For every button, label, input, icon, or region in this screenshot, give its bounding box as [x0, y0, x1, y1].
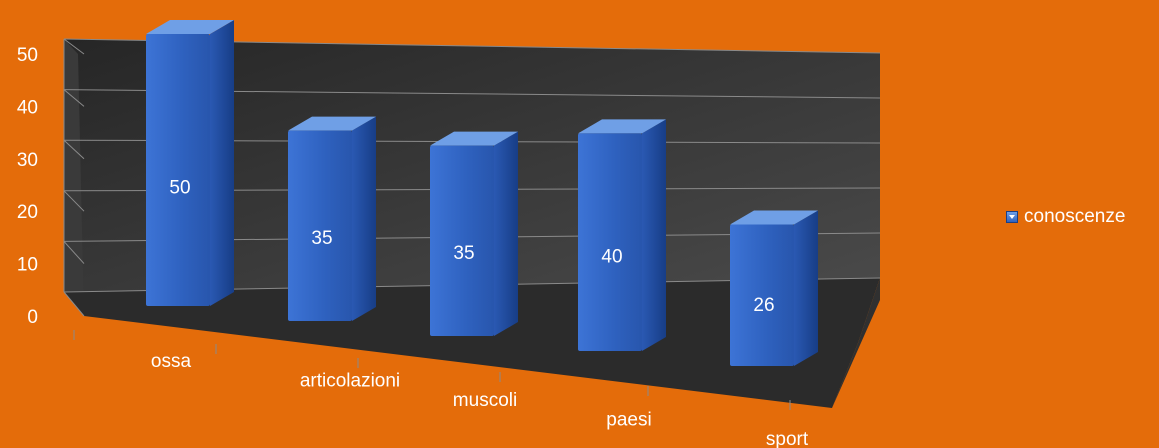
bar-top [430, 131, 518, 146]
y-tick-label: 10 [17, 255, 38, 276]
bar-top [578, 119, 666, 134]
gridline-side [63, 38, 85, 55]
bar-top [730, 210, 818, 225]
y-tick-label: 30 [17, 150, 38, 171]
x-tick-label: ossa [151, 351, 192, 372]
bar-top [146, 20, 234, 34]
gridline-side [63, 89, 85, 107]
bar-side [494, 131, 518, 336]
gridline-side [63, 190, 85, 212]
bar-value-label: 50 [169, 177, 190, 198]
bar-side [352, 116, 376, 321]
bar-value-label: 35 [453, 243, 474, 264]
x-tick-label: articolazioni [300, 371, 400, 392]
y-tick-label: 40 [17, 97, 38, 118]
x-tick-label: muscoli [453, 390, 517, 411]
bar-value-label: 40 [601, 246, 622, 267]
bar [146, 34, 210, 306]
bar-side [210, 20, 234, 306]
legend: conoscenze [1006, 206, 1125, 228]
bar-value-label: 26 [753, 295, 774, 316]
gridline-side [63, 241, 85, 264]
x-tick-label: sport [766, 429, 809, 448]
gridline-side [63, 291, 85, 317]
bar [730, 224, 794, 366]
bar-value-label: 35 [311, 228, 332, 249]
y-tick-label: 50 [17, 45, 38, 66]
bar [288, 130, 352, 321]
bar-side [642, 119, 666, 352]
bar [430, 145, 494, 336]
bar-top [288, 116, 376, 131]
plot-floor [64, 278, 880, 408]
x-tick-label: paesi [606, 410, 651, 431]
y-tick-label: 0 [27, 307, 38, 328]
y-tick-label: 20 [17, 202, 38, 223]
legend-label: conoscenze [1024, 206, 1126, 227]
bar [578, 133, 642, 351]
gridline-side [63, 139, 85, 160]
bar-side [794, 210, 818, 366]
legend-swatch-icon [1006, 211, 1018, 223]
